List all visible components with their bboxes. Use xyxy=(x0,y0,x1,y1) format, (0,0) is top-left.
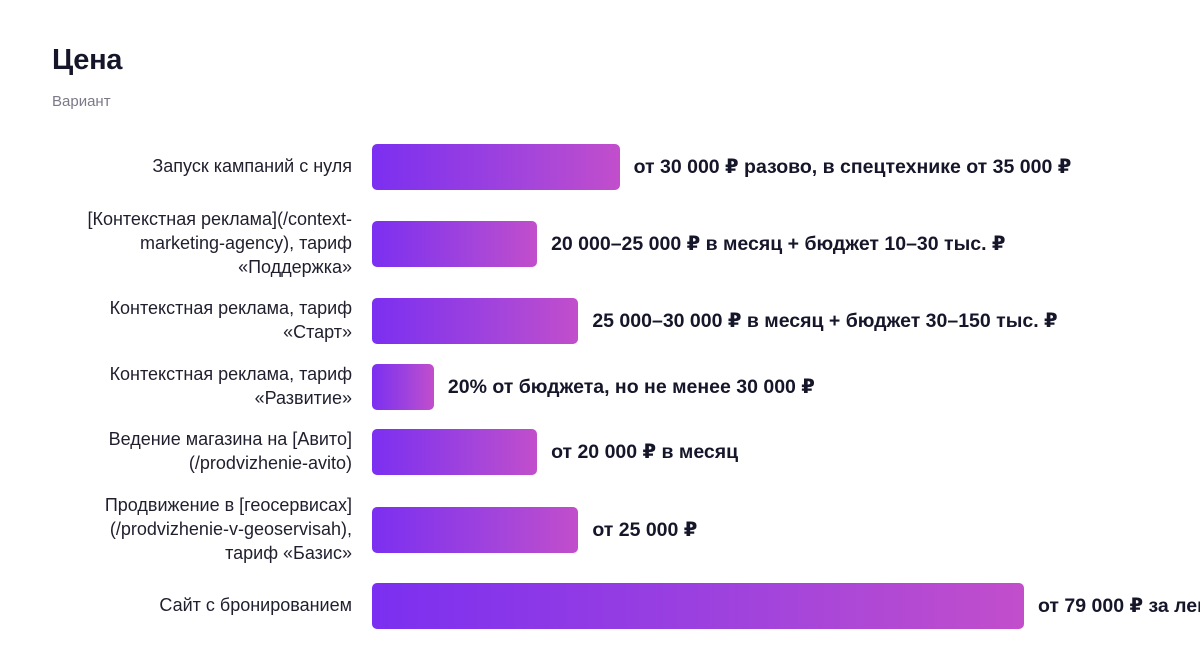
category-label: Контекстная реклама, тариф «Развитие» xyxy=(109,364,352,408)
bar-value-label: 20% от бюджета, но не менее 30 000 ₽ xyxy=(447,376,815,398)
bar xyxy=(372,298,579,344)
bar xyxy=(372,221,538,267)
bar xyxy=(372,144,620,190)
bar xyxy=(372,507,579,553)
category-label: Сайт с бронированием xyxy=(159,595,352,615)
category-label: Продвижение в [геосервисах] (/prodvizheni… xyxy=(104,495,352,563)
category-label: Запуск кампаний с нуля xyxy=(152,156,352,176)
category-label: [Контекстная реклама](/context-marketing… xyxy=(87,209,352,277)
bar-value-label: 25 000–30 000 ₽ в месяц + бюджет 30–150 … xyxy=(592,310,1058,332)
category-label: Ведение магазина на [Авито] (/prodvizheni… xyxy=(108,429,352,473)
bar-value-label: от 30 000 ₽ разово, в спецтехнике от 35 … xyxy=(633,156,1072,178)
chart-subtitle: Вариант xyxy=(52,93,111,110)
bar-value-label: 20 000–25 000 ₽ в месяц + бюджет 10–30 т… xyxy=(551,233,1006,255)
bar-value-label: от 79 000 ₽ за лендинг xyxy=(1038,595,1200,617)
bar xyxy=(372,583,1024,629)
bar-value-label: от 25 000 ₽ xyxy=(592,519,698,541)
chart-title: Цена xyxy=(52,44,123,76)
bar xyxy=(372,364,434,410)
bar-value-label: от 20 000 ₽ в месяц xyxy=(551,441,739,463)
bar xyxy=(372,429,538,475)
category-label: Контекстная реклама, тариф «Старт» xyxy=(109,298,352,342)
